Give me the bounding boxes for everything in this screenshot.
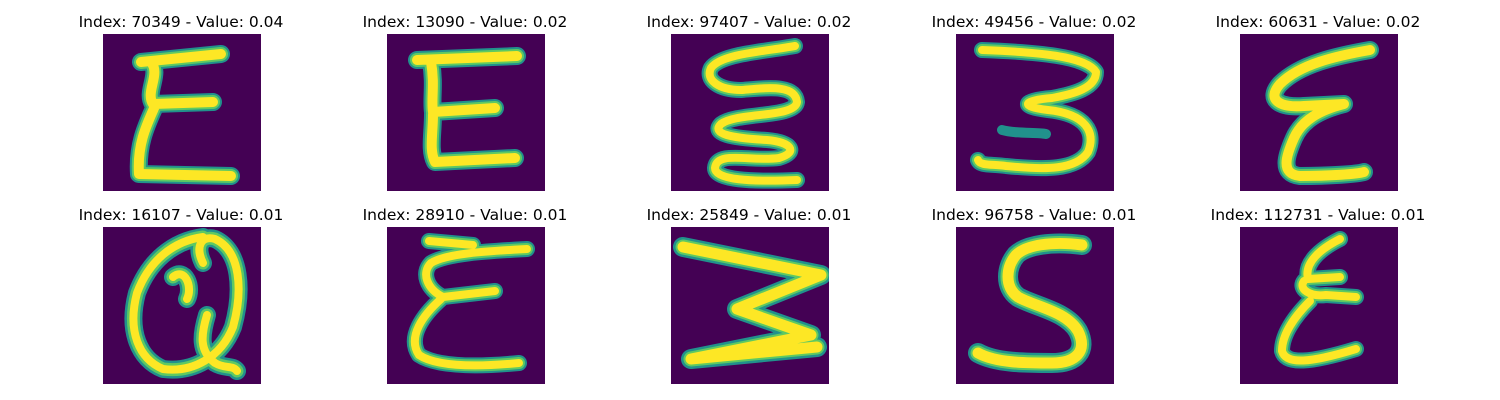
glyph-image — [956, 34, 1114, 191]
panel-4: Index: 49456 - Value: 0.02 — [884, 13, 1184, 203]
panel-8: Index: 25849 - Value: 0.01 — [599, 206, 899, 396]
panel-5: Index: 60631 - Value: 0.02 — [1168, 13, 1468, 203]
glyph-image — [671, 227, 829, 384]
glyph-image — [387, 227, 545, 384]
glyph-image — [103, 34, 261, 191]
panel-title: Index: 60631 - Value: 0.02 — [1215, 13, 1421, 31]
glyph-image — [1240, 34, 1398, 191]
panel-10: Index: 112731 - Value: 0.01 — [1168, 206, 1468, 396]
panel-title: Index: 70349 - Value: 0.04 — [78, 13, 284, 31]
panel-3: Index: 97407 - Value: 0.02 — [599, 13, 899, 203]
glyph-image — [387, 34, 545, 191]
glyph-image — [1240, 227, 1398, 384]
panel-title: Index: 49456 - Value: 0.02 — [931, 13, 1137, 31]
glyph-image — [956, 227, 1114, 384]
glyph-image — [671, 34, 829, 191]
panel-title: Index: 97407 - Value: 0.02 — [646, 13, 852, 31]
panel-title: Index: 28910 - Value: 0.01 — [362, 206, 568, 224]
panel-6: Index: 16107 - Value: 0.01 — [31, 206, 331, 396]
glyph-image — [103, 227, 261, 384]
panel-9: Index: 96758 - Value: 0.01 — [884, 206, 1184, 396]
panel-title: Index: 13090 - Value: 0.02 — [362, 13, 568, 31]
panel-2: Index: 13090 - Value: 0.02 — [315, 13, 615, 203]
panel-title: Index: 25849 - Value: 0.01 — [646, 206, 852, 224]
panel-title: Index: 112731 - Value: 0.01 — [1210, 206, 1426, 224]
panel-1: Index: 70349 - Value: 0.04 — [31, 13, 331, 203]
panel-title: Index: 16107 - Value: 0.01 — [78, 206, 284, 224]
panel-7: Index: 28910 - Value: 0.01 — [315, 206, 615, 396]
panel-title: Index: 96758 - Value: 0.01 — [931, 206, 1137, 224]
